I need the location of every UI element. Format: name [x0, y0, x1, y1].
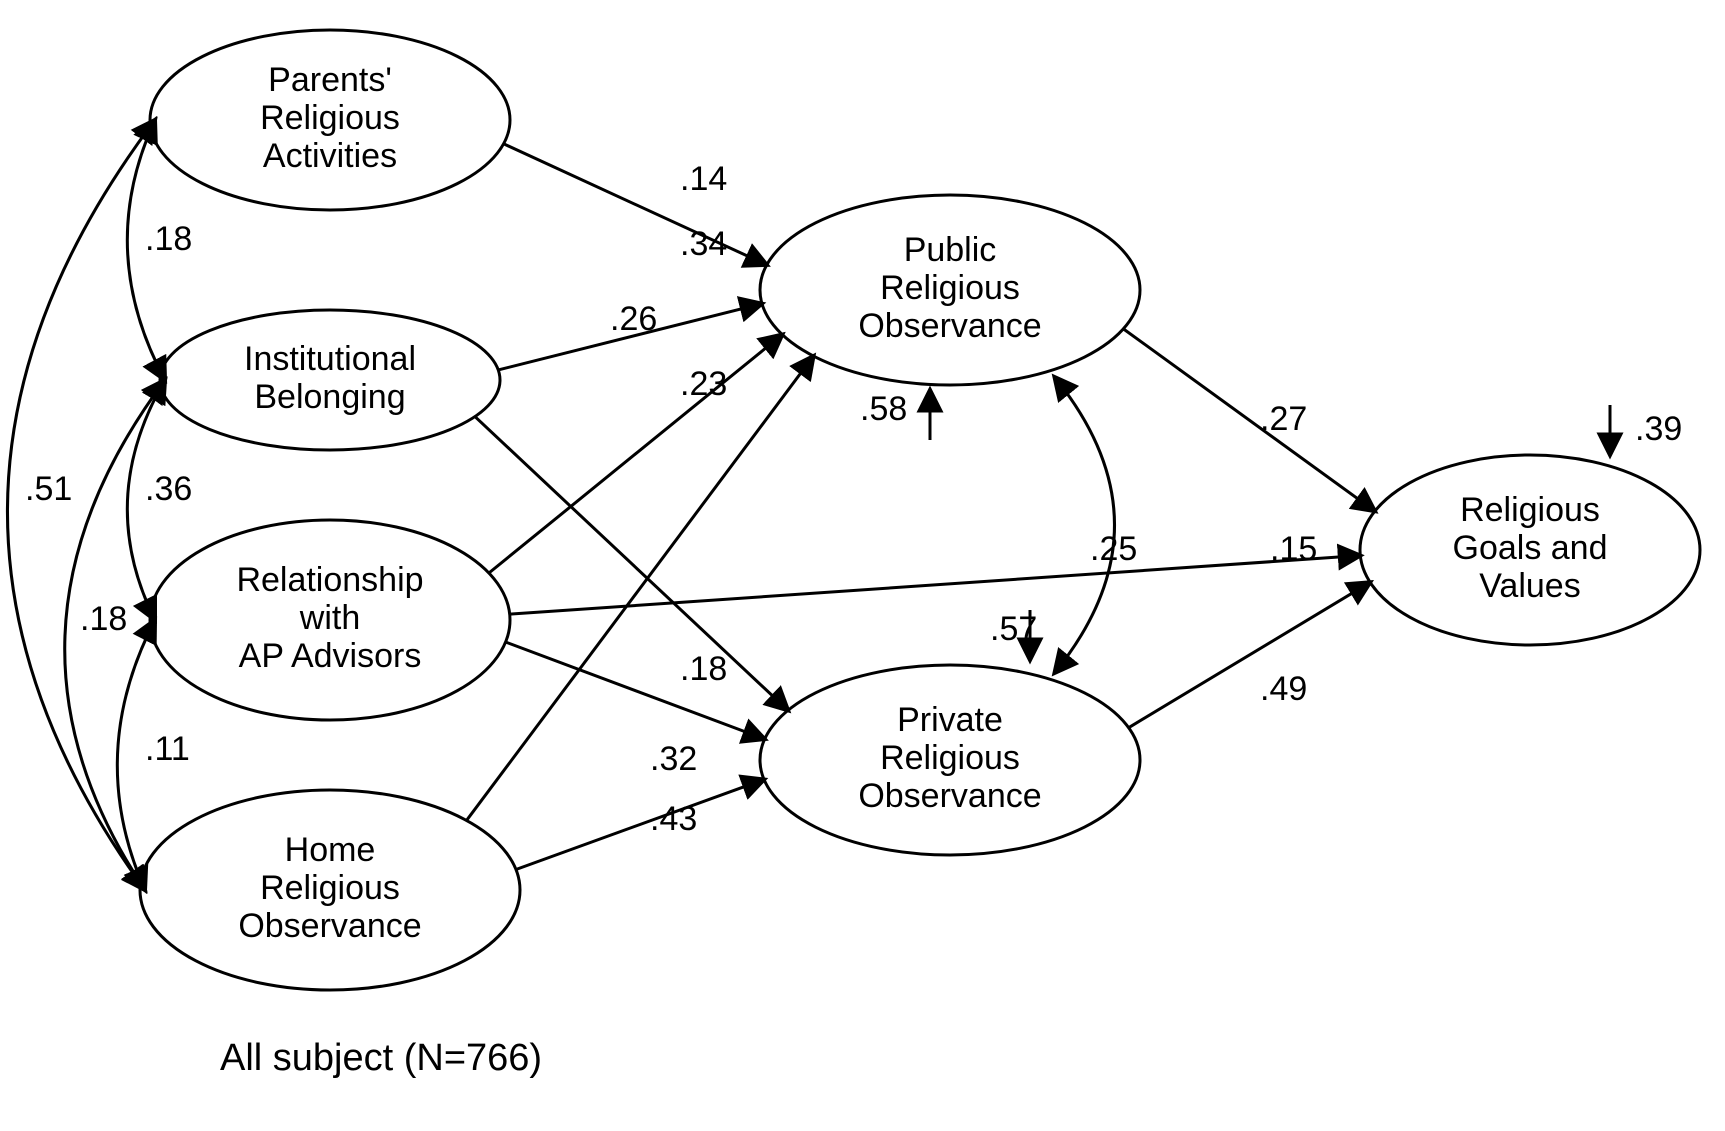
edge-label-home-public: .23 — [680, 365, 727, 403]
node-label-private-0: Private — [897, 701, 1003, 739]
edge-label-parents-public: .14 — [680, 160, 727, 198]
residual-label-goals: .39 — [1635, 410, 1682, 448]
edge-relationship-public — [489, 335, 782, 573]
edge-label-public-goals: .27 — [1260, 400, 1307, 438]
node-label-home-1: Religious — [260, 869, 400, 907]
edge-public-goals — [1123, 329, 1374, 511]
node-label-public-0: Public — [904, 231, 997, 269]
edge-home-private — [516, 779, 764, 869]
edge-institutional-private — [475, 417, 788, 711]
node-label-relationship-0: Relationship — [236, 561, 423, 599]
node-label-home-0: Home — [285, 831, 376, 869]
node-label-institutional-0: Institutional — [244, 340, 416, 378]
node-label-private-2: Observance — [858, 777, 1041, 815]
edge-private-goals — [1129, 582, 1371, 727]
node-label-goals-0: Religious — [1460, 491, 1600, 529]
node-label-parents-2: Activities — [263, 137, 397, 175]
node-label-home-2: Observance — [238, 907, 421, 945]
residual-label-public: .58 — [860, 390, 907, 428]
edge-label-relationship-public: .26 — [610, 300, 657, 338]
corr-label-parents-home: .51 — [25, 470, 72, 508]
residual-label-private: .57 — [990, 610, 1037, 648]
node-label-public-2: Observance — [858, 307, 1041, 345]
caption-text: All subject (N=766) — [220, 1037, 542, 1079]
edge-relationship-goals — [510, 556, 1361, 615]
node-label-goals-2: Values — [1479, 567, 1580, 605]
corr-label-institutional-relationship: .36 — [145, 470, 192, 508]
edge-label-private-goals: .49 — [1260, 670, 1307, 708]
corr-label-institutional-home: .18 — [80, 600, 127, 638]
edge-label-relationship-goals: .15 — [1270, 530, 1317, 568]
corr-label-parents-institutional: .18 — [145, 220, 192, 258]
node-label-parents-1: Religious — [260, 99, 400, 137]
node-label-goals-1: Goals and — [1453, 529, 1608, 567]
node-label-public-1: Religious — [880, 269, 1020, 307]
edge-label-relationship-private: .32 — [650, 740, 697, 778]
node-label-private-1: Religious — [880, 739, 1020, 777]
edge-label-institutional-public: .34 — [680, 225, 727, 263]
corr-label-relationship-home: .11 — [145, 730, 190, 768]
bidir-label: .25 — [1090, 530, 1137, 568]
node-label-institutional-1: Belonging — [254, 378, 405, 416]
bidir-public-private — [1055, 377, 1115, 673]
node-label-relationship-2: AP Advisors — [239, 637, 422, 675]
edge-label-home-private: .43 — [650, 800, 697, 838]
path-diagram: Parents'ReligiousActivitiesInstitutional… — [0, 0, 1725, 1131]
node-label-parents-0: Parents' — [268, 61, 392, 99]
edge-parents-public — [504, 144, 767, 265]
node-label-relationship-1: with — [299, 599, 360, 637]
edge-label-institutional-private: .18 — [680, 650, 727, 688]
